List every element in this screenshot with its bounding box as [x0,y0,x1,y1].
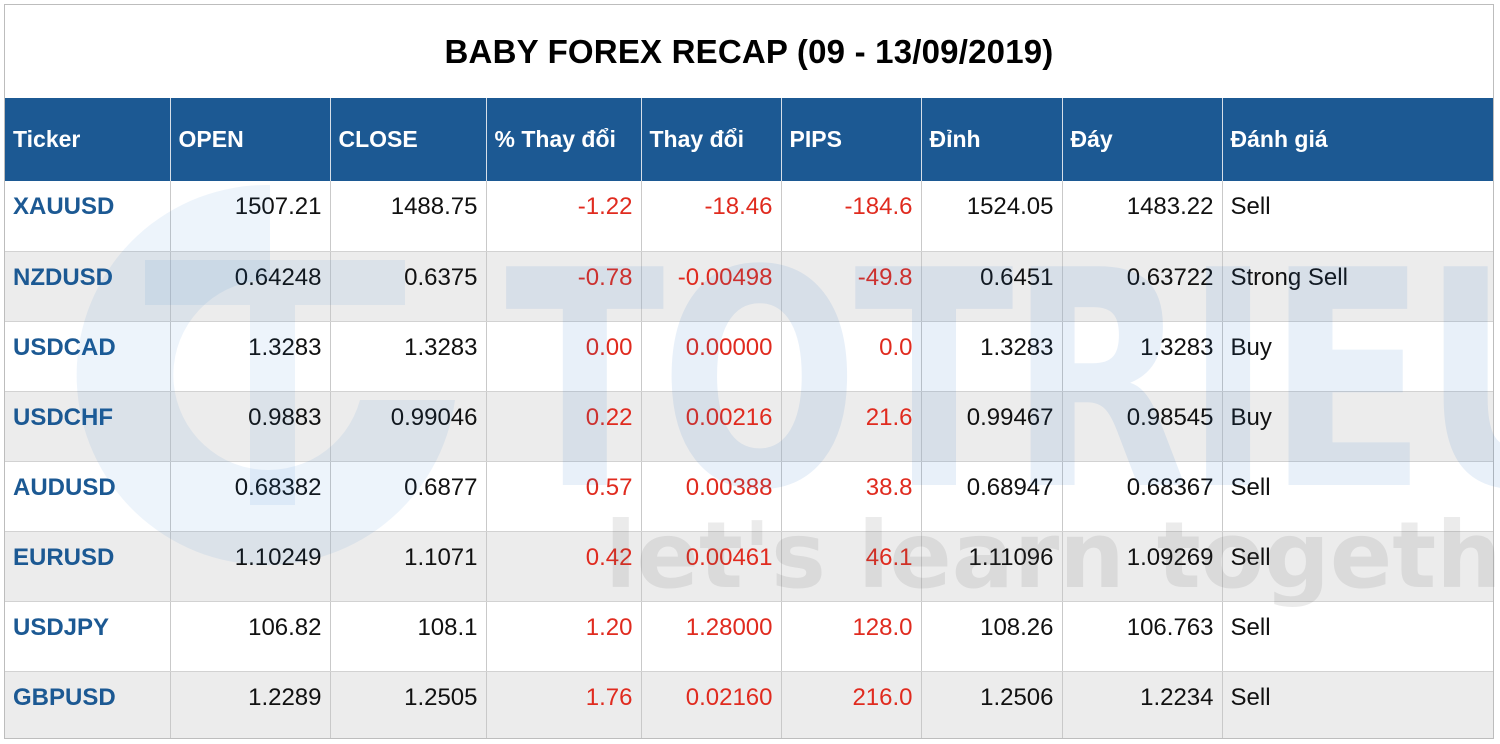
column-header-ticker: Ticker [5,98,171,181]
column-header-high: Đỉnh [921,98,1063,181]
page-title: BABY FOREX RECAP (09 - 13/09/2019) [444,32,1054,70]
cell-pips: 21.6 [781,391,922,462]
forex-table: Ticker OPEN CLOSE% Thay đổi Thay đổi PIPS Đỉn… [5,98,1493,738]
column-header-pips: PIPS [781,98,922,181]
cell-low: 0.68367 [1062,461,1223,532]
cell-pct-change: 1.20 [486,601,642,672]
cell-high: 1.2506 [921,671,1063,738]
table-row: GBPUSD 1.2289 1.2505 1.76 0.02160 216.0 1.2506… [5,671,1493,738]
cell-close: 0.6375 [330,251,487,322]
cell-change: 0.02160 [641,671,782,738]
cell-pips: 0.0 [781,321,922,392]
column-header-rating: Đánh giá [1222,98,1493,181]
cell-pct-change: -0.78 [486,251,642,322]
cell-change: 0.00388 [641,461,782,532]
cell-ticker: XAUUSD [5,181,171,252]
cell-high: 0.6451 [921,251,1063,322]
cell-ticker: USDCHF [5,391,171,462]
cell-pips: -184.6 [781,181,922,252]
cell-high: 1.11096 [921,531,1063,602]
column-header-pct-change: % Thay đổi [486,98,642,181]
column-header-change: Thay đổi [641,98,782,181]
cell-low: 1.3283 [1062,321,1223,392]
cell-high: 0.99467 [921,391,1063,462]
cell-low: 106.763 [1062,601,1223,672]
cell-high: 1.3283 [921,321,1063,392]
cell-pips: 38.8 [781,461,922,532]
cell-pips: 128.0 [781,601,922,672]
column-header-open: OPEN [170,98,331,181]
table-row: USDCAD 1.3283 1.3283 0.00 0.00000 0.0 1.3283 1.… [5,321,1493,392]
cell-low: 0.98545 [1062,391,1223,462]
cell-rating: Buy [1222,391,1493,462]
cell-pct-change: 0.00 [486,321,642,392]
cell-close: 1.2505 [330,671,487,738]
cell-pct-change: 0.42 [486,531,642,602]
cell-close: 1.1071 [330,531,487,602]
cell-rating: Sell [1222,671,1493,738]
cell-open: 1507.21 [170,181,331,252]
cell-ticker: GBPUSD [5,671,171,738]
cell-pct-change: -1.22 [486,181,642,252]
cell-open: 0.68382 [170,461,331,532]
cell-pct-change: 0.22 [486,391,642,462]
cell-change: 0.00461 [641,531,782,602]
cell-high: 1524.05 [921,181,1063,252]
cell-change: 0.00216 [641,391,782,462]
cell-change: -0.00498 [641,251,782,322]
cell-ticker: EURUSD [5,531,171,602]
cell-rating: Sell [1222,461,1493,532]
table-row: EURUSD 1.10249 1.1071 0.42 0.00461 46.1 1.1109… [5,531,1493,602]
cell-rating: Buy [1222,321,1493,392]
cell-open: 1.10249 [170,531,331,602]
cell-open: 0.64248 [170,251,331,322]
cell-high: 0.68947 [921,461,1063,532]
cell-low: 0.63722 [1062,251,1223,322]
cell-close: 1.3283 [330,321,487,392]
cell-close: 0.6877 [330,461,487,532]
cell-close: 0.99046 [330,391,487,462]
cell-rating: Sell [1222,181,1493,252]
cell-low: 1483.22 [1062,181,1223,252]
table-row: USDCHF 0.9883 0.99046 0.22 0.00216 21.6 0.9946… [5,391,1493,462]
cell-change: -18.46 [641,181,782,252]
cell-close: 1488.75 [330,181,487,252]
cell-rating: Strong Sell [1222,251,1493,322]
cell-open: 1.3283 [170,321,331,392]
cell-ticker: NZDUSD [5,251,171,322]
cell-pct-change: 0.57 [486,461,642,532]
table-row: NZDUSD 0.64248 0.6375 -0.78 -0.00498 -49.8 0.6… [5,251,1493,322]
title-bar: BABY FOREX RECAP (09 - 13/09/2019) [5,5,1493,98]
cell-pips: 46.1 [781,531,922,602]
cell-low: 1.2234 [1062,671,1223,738]
cell-open: 0.9883 [170,391,331,462]
cell-low: 1.09269 [1062,531,1223,602]
cell-pips: -49.8 [781,251,922,322]
cell-change: 1.28000 [641,601,782,672]
table-row: USDJPY 106.82 108.1 1.20 1.28000 128.0 108.26 1… [5,601,1493,672]
cell-rating: Sell [1222,601,1493,672]
cell-open: 106.82 [170,601,331,672]
cell-high: 108.26 [921,601,1063,672]
table-header-row: Ticker OPEN CLOSE% Thay đổi Thay đổi PIPS Đỉn… [5,98,1493,181]
cell-rating: Sell [1222,531,1493,602]
cell-pips: 216.0 [781,671,922,738]
cell-close: 108.1 [330,601,487,672]
column-header-close: CLOSE [330,98,487,181]
cell-pct-change: 1.76 [486,671,642,738]
table-row: AUDUSD 0.68382 0.6877 0.57 0.00388 38.8 0.6894… [5,461,1493,532]
cell-ticker: AUDUSD [5,461,171,532]
table-row: XAUUSD 1507.21 1488.75 -1.22 -18.46 -184.6 152… [5,181,1493,252]
cell-ticker: USDCAD [5,321,171,392]
cell-ticker: USDJPY [5,601,171,672]
column-header-low: Đáy [1062,98,1223,181]
table-body: XAUUSD 1507.21 1488.75 -1.22 -18.46 -184.6 152… [5,181,1493,738]
cell-open: 1.2289 [170,671,331,738]
recap-table-card: BABY FOREX RECAP (09 - 13/09/2019) Ticke… [4,4,1494,739]
cell-change: 0.00000 [641,321,782,392]
